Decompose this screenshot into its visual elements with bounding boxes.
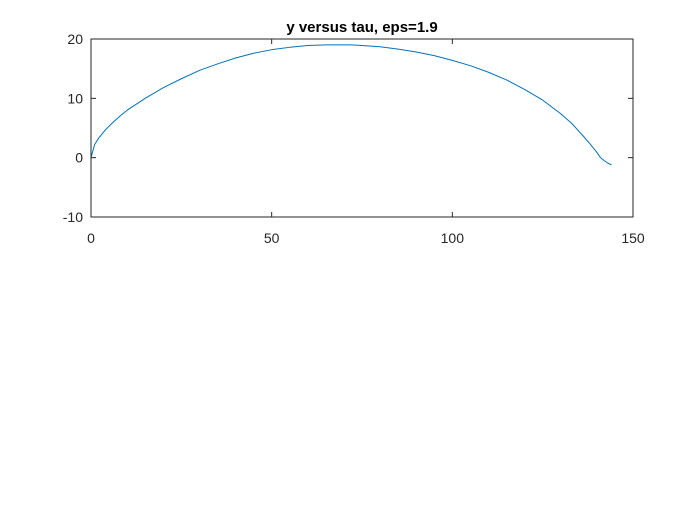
y-tick-label: 0 [75,150,83,166]
x-tick-label: 150 [621,230,645,246]
x-tick-label: 100 [441,230,465,246]
plot-area [91,39,633,217]
chart-title: y versus tau, eps=1.9 [286,19,437,36]
series-line [90,44,612,166]
y-tick-label: 20 [67,31,83,47]
y-tick-label: 10 [67,90,83,106]
x-tick-label: 50 [264,230,280,246]
y-tick-label: -10 [63,209,83,225]
data-layer [90,44,612,166]
x-tick-label: 0 [87,230,95,246]
axes-box [90,38,634,218]
